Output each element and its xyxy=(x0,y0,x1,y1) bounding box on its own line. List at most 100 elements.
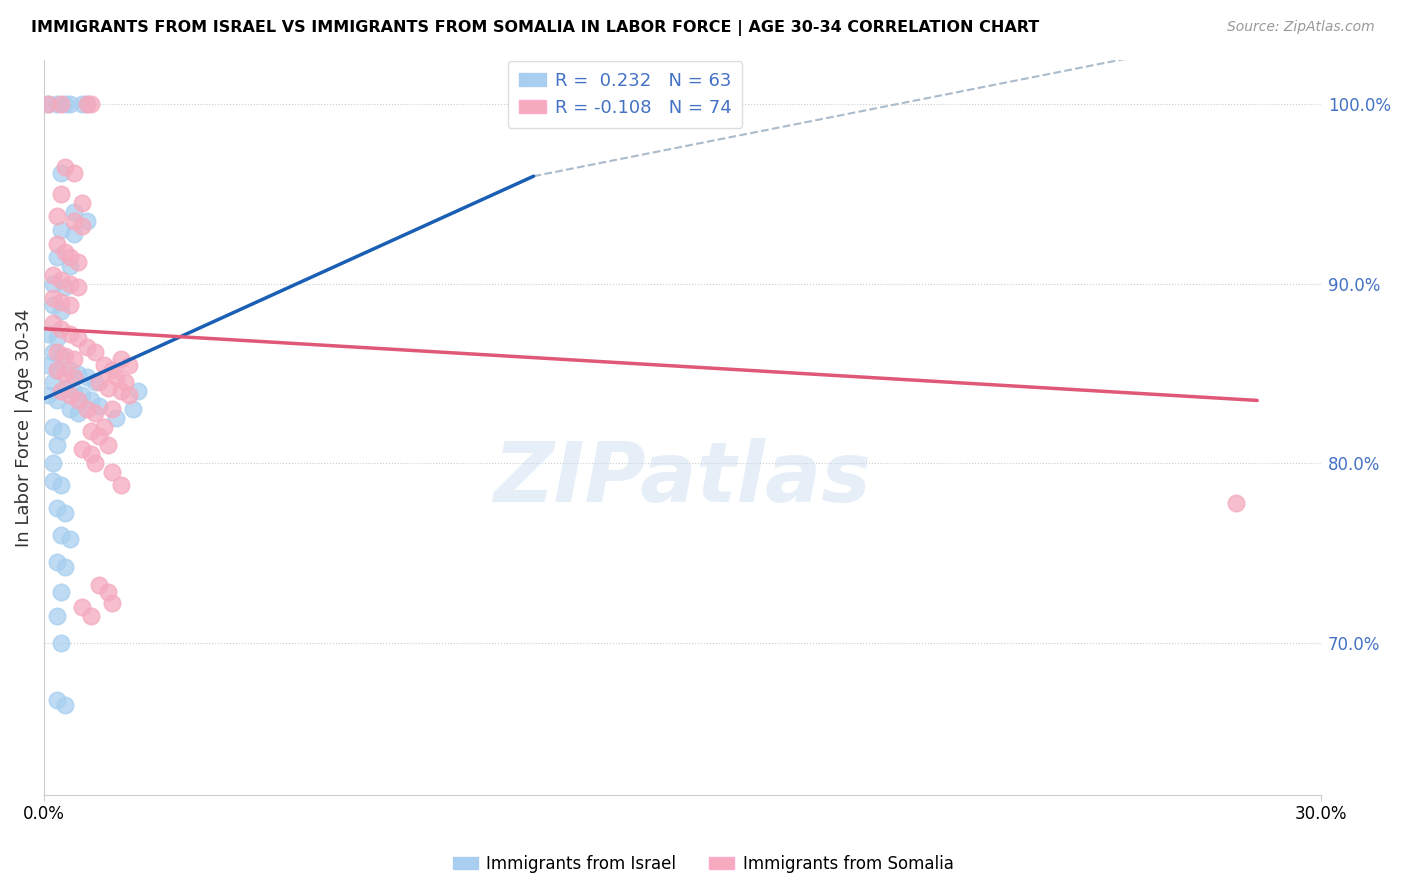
Point xyxy=(59,402,82,417)
Point xyxy=(76,402,98,417)
Point xyxy=(55,160,77,174)
Point xyxy=(49,424,72,438)
Point xyxy=(59,532,82,546)
Point xyxy=(80,608,103,623)
Point xyxy=(76,214,98,228)
Point xyxy=(63,384,86,399)
Point xyxy=(63,166,86,180)
Point xyxy=(41,376,63,390)
Point xyxy=(72,97,94,112)
Point xyxy=(41,345,63,359)
Point xyxy=(45,331,67,345)
Point xyxy=(89,429,111,443)
Point xyxy=(80,393,103,408)
Point xyxy=(67,255,90,269)
Point xyxy=(105,411,128,425)
Point xyxy=(127,384,149,399)
Point xyxy=(49,294,72,309)
Point xyxy=(45,345,67,359)
Point xyxy=(49,187,72,202)
Legend: Immigrants from Israel, Immigrants from Somalia: Immigrants from Israel, Immigrants from … xyxy=(446,848,960,880)
Point xyxy=(41,277,63,291)
Point xyxy=(37,97,59,112)
Point xyxy=(72,388,94,402)
Point xyxy=(59,277,82,291)
Point xyxy=(84,406,107,420)
Point xyxy=(67,331,90,345)
Point xyxy=(59,259,82,273)
Point xyxy=(55,698,77,713)
Point xyxy=(45,209,67,223)
Point xyxy=(72,219,94,234)
Point xyxy=(63,227,86,241)
Point xyxy=(49,585,72,599)
Point xyxy=(93,420,115,434)
Point xyxy=(45,393,67,408)
Point xyxy=(101,465,124,479)
Text: IMMIGRANTS FROM ISRAEL VS IMMIGRANTS FROM SOMALIA IN LABOR FORCE | AGE 30-34 COR: IMMIGRANTS FROM ISRAEL VS IMMIGRANTS FRO… xyxy=(31,20,1039,36)
Point xyxy=(59,97,82,112)
Point xyxy=(55,381,77,395)
Point xyxy=(49,528,72,542)
Legend: R =  0.232   N = 63, R = -0.108   N = 74: R = 0.232 N = 63, R = -0.108 N = 74 xyxy=(508,62,742,128)
Point xyxy=(41,456,63,470)
Point xyxy=(67,393,90,408)
Point xyxy=(49,349,72,363)
Point xyxy=(55,560,77,574)
Point xyxy=(84,376,107,390)
Point xyxy=(37,358,59,372)
Point xyxy=(45,363,67,377)
Point xyxy=(80,424,103,438)
Point xyxy=(118,388,141,402)
Point xyxy=(45,250,67,264)
Point xyxy=(59,326,82,341)
Point xyxy=(41,316,63,330)
Y-axis label: In Labor Force | Age 30-34: In Labor Force | Age 30-34 xyxy=(15,308,32,547)
Point xyxy=(89,399,111,413)
Point xyxy=(122,402,145,417)
Point xyxy=(37,97,59,112)
Point xyxy=(41,291,63,305)
Point xyxy=(41,474,63,488)
Point xyxy=(45,555,67,569)
Point xyxy=(63,352,86,367)
Point xyxy=(110,384,132,399)
Text: ZIPatlas: ZIPatlas xyxy=(494,438,872,519)
Point xyxy=(72,599,94,614)
Point xyxy=(89,578,111,592)
Point xyxy=(63,370,86,384)
Point xyxy=(49,477,72,491)
Point xyxy=(93,358,115,372)
Point xyxy=(45,438,67,452)
Point xyxy=(41,268,63,282)
Point xyxy=(80,447,103,461)
Point xyxy=(84,456,107,470)
Point xyxy=(49,166,72,180)
Point xyxy=(49,321,72,335)
Point xyxy=(37,326,59,341)
Point xyxy=(110,352,132,367)
Point xyxy=(55,97,77,112)
Point xyxy=(76,97,98,112)
Point xyxy=(110,477,132,491)
Point xyxy=(49,97,72,112)
Point xyxy=(63,205,86,219)
Point xyxy=(67,367,90,381)
Point xyxy=(97,438,120,452)
Point xyxy=(1225,496,1247,510)
Point xyxy=(89,376,111,390)
Point xyxy=(59,388,82,402)
Point xyxy=(37,388,59,402)
Point xyxy=(59,363,82,377)
Point xyxy=(55,367,77,381)
Point xyxy=(118,358,141,372)
Point xyxy=(59,250,82,264)
Point xyxy=(76,370,98,384)
Point xyxy=(41,298,63,312)
Point xyxy=(80,97,103,112)
Point xyxy=(114,376,136,390)
Point xyxy=(49,303,72,318)
Point xyxy=(76,340,98,354)
Point xyxy=(67,406,90,420)
Point xyxy=(101,402,124,417)
